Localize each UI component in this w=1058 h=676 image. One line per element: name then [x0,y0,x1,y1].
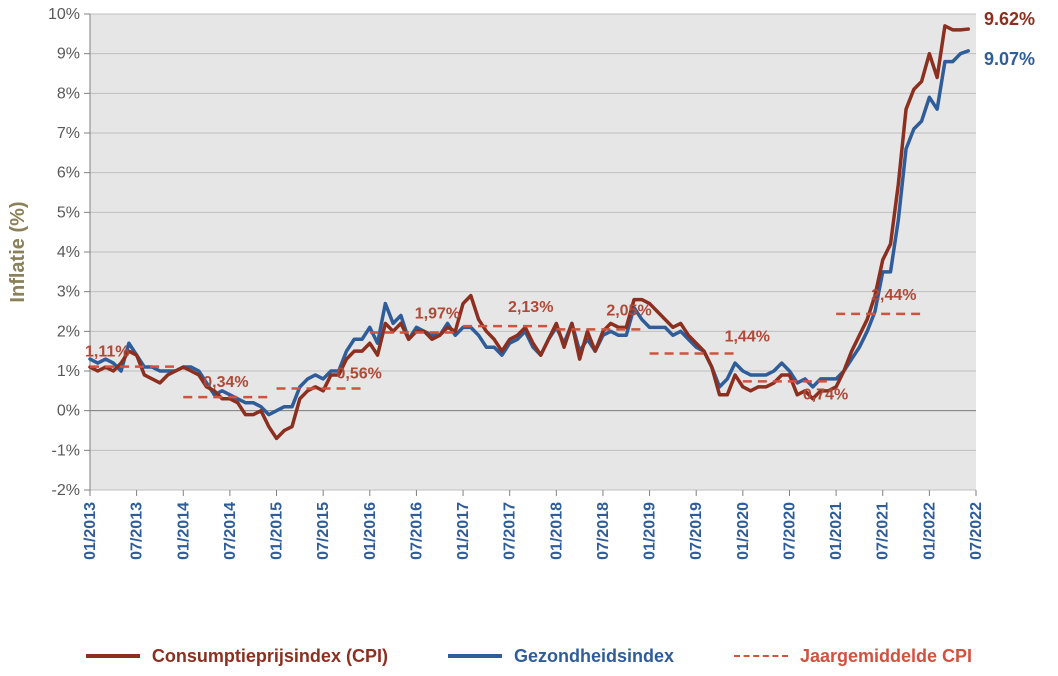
svg-text:2,05%: 2,05% [606,302,651,319]
swatch-health [448,654,502,658]
svg-text:9.07%: 9.07% [984,49,1035,69]
svg-text:5%: 5% [57,204,80,221]
legend-item-avg: Jaargemiddelde CPI [734,646,972,667]
svg-text:8%: 8% [57,85,80,102]
svg-text:01/2017: 01/2017 [455,502,472,560]
svg-text:0,74%: 0,74% [803,386,848,403]
svg-text:01/2021: 01/2021 [828,502,845,560]
svg-text:07/2019: 07/2019 [688,502,705,560]
svg-text:01/2016: 01/2016 [362,502,379,560]
svg-text:07/2017: 07/2017 [502,502,519,560]
svg-text:4%: 4% [57,244,80,261]
svg-text:1,44%: 1,44% [725,329,770,346]
swatch-avg [734,655,788,657]
svg-text:0%: 0% [57,403,80,420]
svg-text:0,34%: 0,34% [203,374,248,391]
svg-text:07/2020: 07/2020 [781,502,798,560]
svg-text:01/2013: 01/2013 [82,502,99,560]
svg-text:07/2013: 07/2013 [129,502,146,560]
legend-label-health: Gezondheidsindex [514,646,674,667]
svg-text:2%: 2% [57,323,80,340]
svg-text:07/2022: 07/2022 [968,502,985,560]
svg-text:01/2014: 01/2014 [175,502,192,560]
svg-text:9%: 9% [57,46,80,63]
inflation-chart: -2% -1% 0% 1% 2% 3% 4% 5% 6% 7% 8% 9% 10% 01/2013 07/2… [0,0,1058,676]
svg-text:07/2016: 07/2016 [408,502,425,560]
svg-text:01/2019: 01/2019 [642,502,659,560]
swatch-cpi [86,654,140,658]
svg-text:07/2015: 07/2015 [315,502,332,560]
svg-text:2,44%: 2,44% [871,287,916,304]
svg-text:07/2018: 07/2018 [595,502,612,560]
legend-item-health: Gezondheidsindex [448,646,674,667]
svg-text:7%: 7% [57,125,80,142]
legend-label-avg: Jaargemiddelde CPI [800,646,972,667]
svg-text:1,11%: 1,11% [85,344,129,361]
svg-text:10%: 10% [48,6,80,23]
svg-text:-1%: -1% [52,442,80,459]
legend: Consumptieprijsindex (CPI) Gezondheidsin… [0,636,1058,676]
legend-label-cpi: Consumptieprijsindex (CPI) [152,646,388,667]
svg-text:07/2014: 07/2014 [222,502,239,560]
legend-item-cpi: Consumptieprijsindex (CPI) [86,646,388,667]
svg-text:07/2021: 07/2021 [875,502,892,560]
svg-text:1%: 1% [57,363,80,380]
chart-svg: -2% -1% 0% 1% 2% 3% 4% 5% 6% 7% 8% 9% 10% 01/2013 07/2… [0,0,1058,636]
svg-text:2,13%: 2,13% [508,299,553,316]
svg-text:01/2018: 01/2018 [548,502,565,560]
svg-text:01/2015: 01/2015 [269,502,286,560]
svg-text:6%: 6% [57,165,80,182]
svg-text:01/2020: 01/2020 [735,502,752,560]
svg-text:1,97%: 1,97% [415,306,460,323]
svg-text:-2%: -2% [52,482,80,499]
svg-text:0,56%: 0,56% [337,365,382,382]
svg-text:3%: 3% [57,284,80,301]
svg-text:Inflatie (%): Inflatie (%) [7,201,29,302]
svg-text:9.62%: 9.62% [984,9,1035,29]
svg-text:01/2022: 01/2022 [921,502,938,560]
